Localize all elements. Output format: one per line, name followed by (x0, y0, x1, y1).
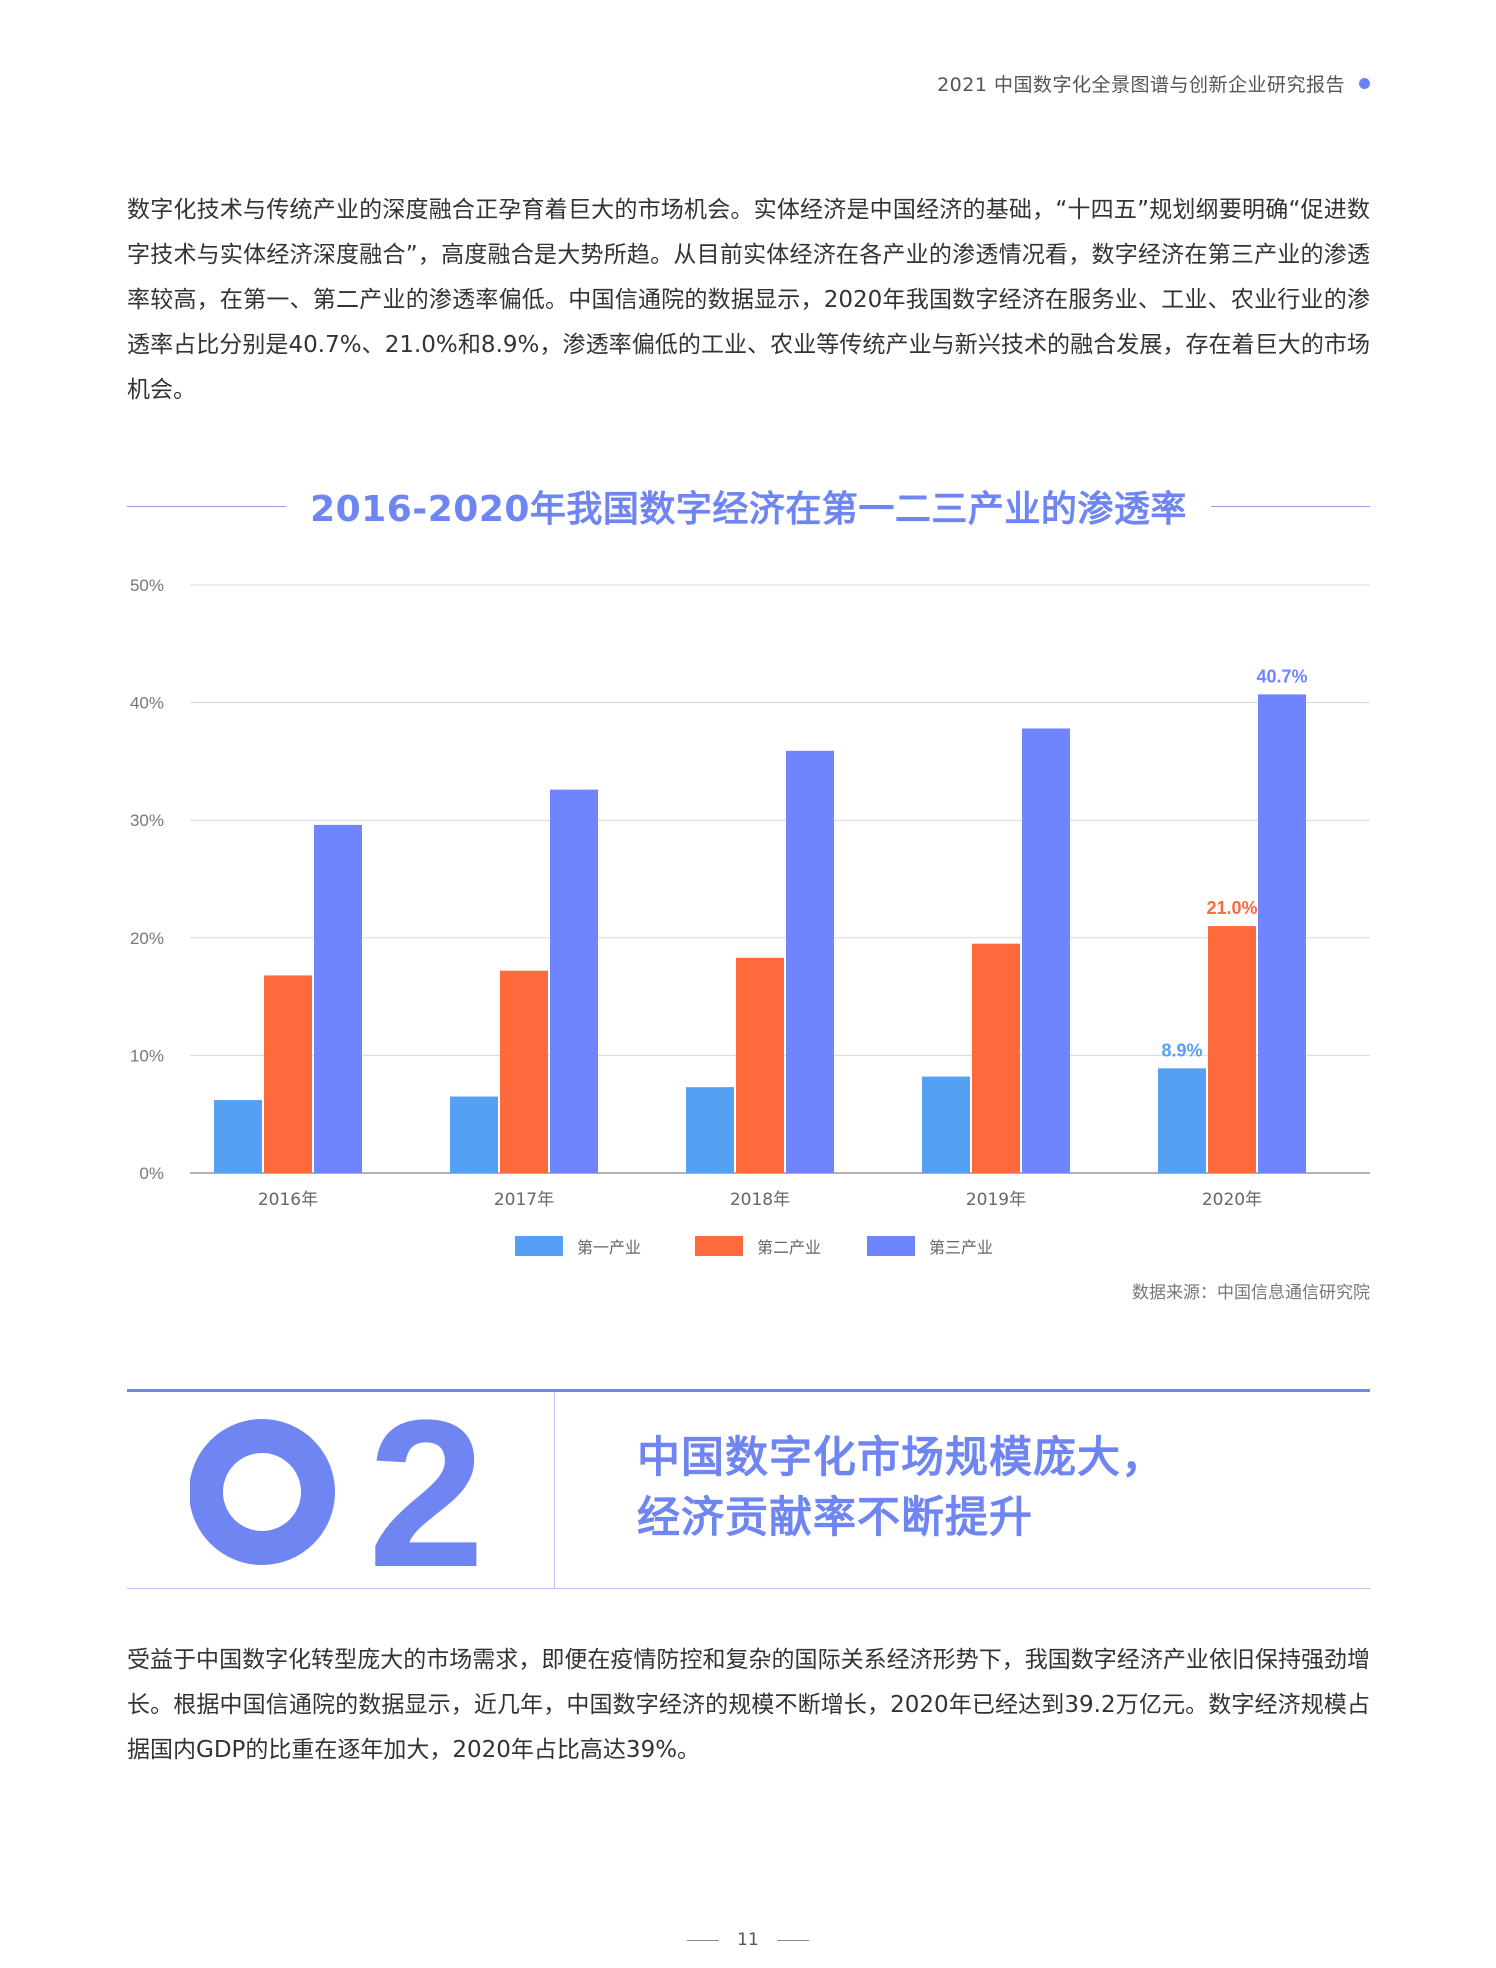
section-number-graphic: 2 (190, 1390, 485, 1590)
bar (736, 957, 784, 1173)
header-dot-icon (1359, 78, 1370, 89)
footer-line-right (776, 1939, 809, 1941)
bar (314, 824, 362, 1173)
bar (972, 943, 1020, 1173)
bar (1022, 728, 1070, 1173)
section-heading-line1: 中国数字化市场规模庞大， (637, 1433, 1165, 1483)
y-tick-label: 0% (139, 1164, 164, 1183)
title-divider-left (127, 505, 287, 507)
bar (786, 750, 834, 1173)
page-header: 2021 中国数字化全景图谱与创新企业研究报告 (937, 70, 1370, 97)
x-tick-label: 2018年 (730, 1190, 790, 1210)
report-title: 2021 中国数字化全景图谱与创新企业研究报告 (937, 74, 1345, 96)
bar (686, 1087, 734, 1173)
data-label: 40.7% (1256, 666, 1307, 686)
bar (500, 970, 548, 1173)
section-heading: 中国数字化市场规模庞大， 经济贡献率不断提升 (637, 1428, 1165, 1548)
section-number-digit: 2 (368, 1390, 485, 1590)
data-label: 8.9% (1161, 1040, 1202, 1060)
chart-title: 2016-2020年我国数字经济在第一二三产业的渗透率 (310, 489, 1187, 530)
bar (1158, 1068, 1206, 1173)
page-number: 11 (737, 1930, 759, 1950)
bar (264, 975, 312, 1173)
bar-chart: 0% 10% 20% 30% 40% 50% 2016年 2017年 2018年 2019年 202… (130, 576, 1370, 1257)
page-footer: 11 (0, 1930, 1496, 1950)
legend-label: 第二产业 (757, 1238, 821, 1257)
body-paragraph: 受益于中国数字化转型庞大的市场需求，即便在疫情防控和复杂的国际关系经济形势下，我… (127, 1647, 1370, 1763)
section-bottom-rule (127, 1588, 1370, 1589)
bar (1208, 926, 1256, 1173)
section-top-rule (127, 1389, 1370, 1392)
source-note: 数据来源：中国信息通信研究院 (1132, 1283, 1370, 1303)
bar (1258, 694, 1306, 1173)
x-tick-label: 2020年 (1202, 1190, 1262, 1210)
section-heading-line2: 经济贡献率不断提升 (637, 1493, 1033, 1543)
bar (550, 789, 598, 1173)
title-divider-right (1210, 505, 1370, 507)
y-tick-label: 40% (130, 694, 164, 713)
x-tick-label: 2019年 (966, 1190, 1026, 1210)
legend-swatch (695, 1236, 743, 1256)
legend-label: 第一产业 (577, 1238, 641, 1257)
y-tick-label: 50% (130, 576, 164, 595)
legend-label: 第三产业 (929, 1238, 993, 1257)
section-vertical-divider (554, 1392, 555, 1588)
chart-title-row: 2016-2020年我国数字经济在第一二三产业的渗透率 (127, 478, 1370, 534)
data-label: 21.0% (1206, 898, 1257, 918)
y-tick-label: 10% (130, 1046, 164, 1065)
bar (450, 1096, 498, 1173)
legend-swatch (515, 1236, 563, 1256)
legend-swatch (867, 1236, 915, 1256)
x-tick-label: 2016年 (258, 1190, 318, 1210)
x-tick-label: 2017年 (494, 1190, 554, 1210)
footer-line-left (687, 1939, 720, 1941)
bar (922, 1076, 970, 1173)
y-tick-label: 20% (130, 929, 164, 948)
y-tick-label: 30% (130, 811, 164, 830)
bar (214, 1100, 262, 1173)
intro-paragraph: 数字化技术与传统产业的深度融合正孕育着巨大的市场机会。实体经济是中国经济的基础，… (127, 197, 1370, 403)
